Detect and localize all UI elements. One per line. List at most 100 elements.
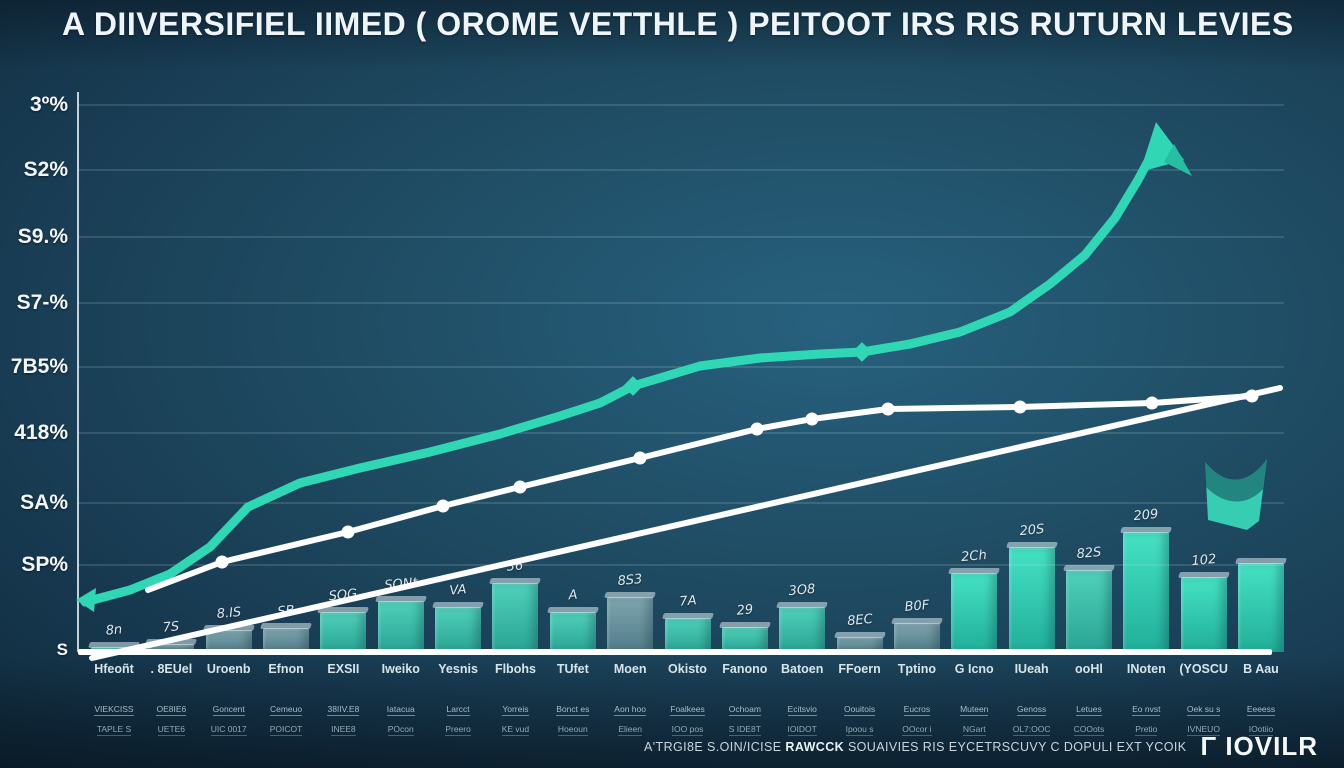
bar-top-face xyxy=(1177,572,1230,578)
bar-value-label: 8EC xyxy=(846,611,873,630)
bottom-vignette xyxy=(0,658,1344,768)
bar xyxy=(661,613,714,652)
y-axis-label: 7B5% xyxy=(10,355,68,378)
bar-value-label: 20S xyxy=(1018,521,1045,540)
bar-top-face xyxy=(833,632,886,638)
bar xyxy=(202,625,255,652)
y-axis-label: 418% xyxy=(14,421,68,444)
bar-top-face xyxy=(88,642,140,648)
bar-value-label: 29 xyxy=(735,602,754,619)
data-point xyxy=(215,555,229,569)
bar-value-label: 2Ch xyxy=(960,547,988,566)
bar-top-face xyxy=(776,602,829,608)
bar-top-face xyxy=(1062,565,1115,571)
y-axis-label: SA% xyxy=(20,491,68,514)
data-point xyxy=(436,499,450,513)
bar-top-face xyxy=(374,596,427,602)
y-axis-label: S xyxy=(56,640,68,659)
bar xyxy=(1062,565,1115,652)
teal-line-node xyxy=(623,376,643,396)
bar-top-face xyxy=(948,568,1001,574)
bar-value-label: VA xyxy=(449,582,468,599)
bar-top-face xyxy=(317,607,370,613)
x-axis-label: G Icno Muteen NGart xyxy=(945,662,1003,738)
bar-value-label: 8n xyxy=(105,622,123,639)
x-axis-label: Efnon Cemeuo POICOT xyxy=(257,662,315,738)
data-point xyxy=(513,480,527,494)
y-axis-label: 3º% xyxy=(29,93,68,116)
brand-logo: Γ IOVILR xyxy=(1200,731,1318,761)
bar-value-label: 209 xyxy=(1133,506,1160,525)
x-axis-label: Hfeoñt VIEKCISS TAPLE S xyxy=(85,662,143,738)
bar xyxy=(1120,527,1173,652)
arrow-up-icon xyxy=(1140,122,1184,172)
y-axis-label: SP% xyxy=(21,553,68,576)
x-axis-label: (YOSCU Oek su s IVNEUO xyxy=(1175,662,1233,738)
bar xyxy=(1177,572,1230,652)
x-axis-label: Flbohs Yorreis KE vud xyxy=(486,662,544,738)
teal-growth-line xyxy=(80,147,1158,607)
chart-title: A DIIVERSIFIEL IIMED ( OROME VETTHLE ) P… xyxy=(62,6,1294,42)
x-axis-label: Okisto Foalkees IOO pos xyxy=(659,662,717,738)
bar-value-label: 8.IS xyxy=(215,604,242,623)
bar-top-face xyxy=(202,625,255,631)
bar-value-label: 36 xyxy=(506,558,525,575)
bar xyxy=(890,618,943,652)
data-point xyxy=(633,451,647,465)
bar-top-face xyxy=(260,623,313,629)
wedge-icon-top-face xyxy=(1205,459,1267,502)
data-point xyxy=(1145,396,1159,410)
teal-line-node xyxy=(852,342,872,362)
x-axis-label: TUfet Bonct es Hoeoun xyxy=(544,662,602,738)
bar-value-label: 3O8 xyxy=(788,581,817,600)
bar-value-label: SOG xyxy=(328,586,359,605)
caption-text: A'TRGI8E S.OIN/ICISE RAWCCK SOUAIVIES RI… xyxy=(644,739,1187,754)
x-axis-label: IUeah Genoss OL7:OOC xyxy=(1003,662,1061,738)
wedge-icon xyxy=(1205,459,1267,530)
bar xyxy=(776,602,829,652)
bar xyxy=(833,632,886,652)
data-point xyxy=(805,412,819,426)
y-axis-label: S2% xyxy=(23,158,68,181)
bar-top-face xyxy=(432,602,485,608)
x-axis-label: B Aau Eeeess IOotiio xyxy=(1232,662,1290,738)
x-axis-label: Tptino Eucros OOcor i xyxy=(888,662,946,738)
bar-top-face xyxy=(718,622,771,628)
x-axis-label: INoten Eo nvst Pretio xyxy=(1117,662,1175,738)
bar xyxy=(948,568,1001,652)
bar xyxy=(718,622,771,652)
bar-top-face xyxy=(489,578,542,584)
bar-value-label: 102 xyxy=(1190,551,1217,570)
y-axis-label: S7-% xyxy=(16,291,68,314)
bar xyxy=(489,578,542,652)
bar-value-label: SONt xyxy=(383,575,418,594)
bar-value-label: SB xyxy=(276,603,296,620)
x-axis-label: Batoen Ecitsvio IOIDOT xyxy=(773,662,831,738)
bar-value-label: A xyxy=(567,587,578,604)
bar-value-label: B0F xyxy=(903,597,930,616)
bar-top-face xyxy=(1120,527,1173,533)
x-axis-label: Yesnis Larcct Preero xyxy=(429,662,487,738)
line-start-nub xyxy=(76,588,96,612)
data-point xyxy=(750,422,764,436)
bar-value-label: 82S xyxy=(1075,544,1102,563)
bar-top-face xyxy=(145,639,198,645)
arrow-flick-icon xyxy=(1164,144,1192,176)
x-axis-label: Uroenb Goncent UIC 0017 xyxy=(200,662,258,738)
footer-caption: A'TRGI8E S.OIN/ICISE RAWCCK SOUAIVIES RI… xyxy=(644,731,1318,762)
y-axis-label: S9.% xyxy=(17,225,68,248)
bar-top-face xyxy=(1235,558,1287,564)
x-axis-label: ooHl Letues COOots xyxy=(1060,662,1118,738)
bar xyxy=(88,642,140,652)
data-point xyxy=(1245,389,1259,403)
x-axis-label: Moen Aon hoo Elieen xyxy=(601,662,659,738)
bar xyxy=(432,602,485,652)
bar xyxy=(1235,558,1287,652)
bar-top-face xyxy=(546,607,599,613)
bar-value-label: 7A xyxy=(678,593,697,610)
bar xyxy=(546,607,599,652)
data-point xyxy=(341,525,355,539)
bar xyxy=(604,592,657,652)
